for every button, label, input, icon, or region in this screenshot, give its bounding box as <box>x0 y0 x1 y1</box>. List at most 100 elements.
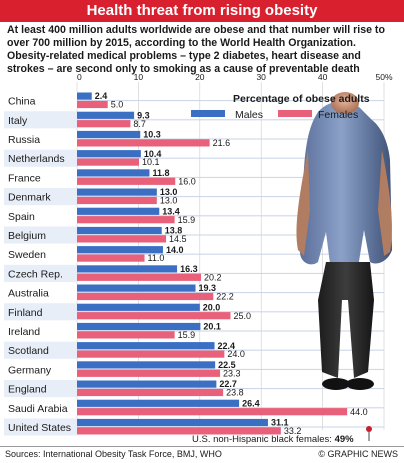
row-label-band <box>4 188 77 206</box>
row-separator <box>77 311 384 313</box>
value-label-males: 22.4 <box>218 341 236 351</box>
row-label-band <box>4 226 77 244</box>
value-label-females: 33.2 <box>284 426 302 436</box>
page-title: Health threat from rising obesity <box>0 0 404 22</box>
value-label-males: 16.3 <box>180 264 198 274</box>
country-label: Finland <box>8 307 43 319</box>
value-label-males: 10.3 <box>143 130 161 140</box>
row-label-band <box>4 168 77 186</box>
country-label: China <box>8 96 36 108</box>
row-separator <box>77 196 384 198</box>
value-label-males: 2.4 <box>95 91 108 101</box>
bar-females <box>77 312 231 320</box>
x-tick-label: 10 <box>134 72 144 82</box>
row-label-band <box>4 360 77 378</box>
row-separator <box>77 368 384 370</box>
row-separator <box>77 272 384 274</box>
value-label-males: 10.4 <box>144 149 162 159</box>
bar-females <box>77 100 108 109</box>
bar-males <box>77 303 200 311</box>
bar-males <box>77 226 162 235</box>
row-separator <box>77 330 384 332</box>
row-separator <box>77 157 384 159</box>
bars <box>77 92 348 435</box>
country-label: Netherlands <box>8 153 65 165</box>
row-separator <box>77 234 384 236</box>
bar-females <box>77 120 131 128</box>
row-label-band <box>4 284 77 302</box>
country-label: Scotland <box>8 345 49 357</box>
row-separator <box>77 292 384 294</box>
value-label-males: 20.1 <box>203 322 221 332</box>
value-label-females: 5.0 <box>111 100 124 110</box>
bar-females <box>77 292 214 301</box>
legend-swatch-males <box>191 110 225 117</box>
legend-label-females: Females <box>318 109 358 121</box>
country-label: Saudi Arabia <box>8 403 68 415</box>
country-label: Australia <box>8 288 49 300</box>
bar-females <box>77 196 157 205</box>
country-label: Germany <box>8 364 52 376</box>
value-label-males: 9.3 <box>137 110 150 120</box>
country-label: Ireland <box>8 326 40 338</box>
row-label-band <box>4 111 77 129</box>
value-label-females: 16.0 <box>178 176 196 186</box>
bar-males <box>77 361 216 369</box>
value-label-females: 8.7 <box>133 119 146 129</box>
value-label-females: 10.1 <box>142 157 160 167</box>
country-label: United States <box>8 422 71 434</box>
value-label-males: 22.5 <box>218 360 236 370</box>
bar-males <box>77 92 92 100</box>
bar-females <box>77 216 175 224</box>
intro-text: At least 400 million adults worldwide ar… <box>7 24 385 75</box>
x-tick-label: 50% <box>375 72 392 82</box>
bar-females <box>77 369 221 377</box>
bar-females <box>77 350 225 358</box>
row-label-band <box>4 245 77 263</box>
bar-females <box>77 331 175 339</box>
row-label-band <box>4 341 77 359</box>
bar-males <box>77 169 150 177</box>
legend-title: Percentage of obese adults <box>233 93 370 105</box>
annotation: U.S. non-Hispanic black females: 49% <box>192 426 372 445</box>
bar-males <box>77 284 196 292</box>
country-label: Sweden <box>8 249 46 261</box>
value-label-females: 25.0 <box>234 311 252 321</box>
row-label-band <box>4 149 77 167</box>
row-separator <box>77 388 384 390</box>
value-label-males: 31.1 <box>271 418 289 428</box>
x-axis-ticks: 0 10 20 30 40 50% <box>77 72 393 82</box>
bar-females <box>77 427 281 435</box>
labels: China 2.45.0 Italy 9.38.7 Russia 10.3 21.6 Neth… <box>8 91 368 436</box>
annotation-marker <box>366 426 372 432</box>
legend-label-males: Males <box>235 109 263 121</box>
value-label-males: 22.7 <box>219 379 237 389</box>
value-label-males: 13.4 <box>162 206 180 216</box>
value-label-females: 23.8 <box>226 388 244 398</box>
x-tick-label: 30 <box>256 72 266 82</box>
row-separator <box>77 119 384 121</box>
x-tick-label: 0 <box>77 72 82 82</box>
value-label-males: 26.4 <box>242 398 260 408</box>
bar-males <box>77 399 240 407</box>
annotation-text: U.S. non-Hispanic black females: 49% <box>192 434 354 445</box>
row-label-band <box>4 130 77 148</box>
row-separator <box>77 407 384 409</box>
obese-man-illustration <box>296 92 392 390</box>
bar-females <box>77 254 145 262</box>
value-label-females: 20.2 <box>204 272 222 282</box>
value-label-females: 24.0 <box>227 349 245 359</box>
bar-females <box>77 273 202 281</box>
obesity-bar-chart: 0 10 20 30 40 50% China 2.45.0 Italy 9.38.7 Russi… <box>4 72 393 445</box>
value-label-females: 23.3 <box>223 368 241 378</box>
bar-males <box>77 418 268 427</box>
bar-males <box>77 265 178 273</box>
value-label-males: 20.0 <box>203 302 221 312</box>
bar-males <box>77 246 163 254</box>
value-label-females: 15.9 <box>178 330 196 340</box>
bar-males <box>77 380 217 388</box>
row-label-band <box>4 303 77 321</box>
country-label: Denmark <box>8 192 51 204</box>
bar-females <box>77 177 176 185</box>
